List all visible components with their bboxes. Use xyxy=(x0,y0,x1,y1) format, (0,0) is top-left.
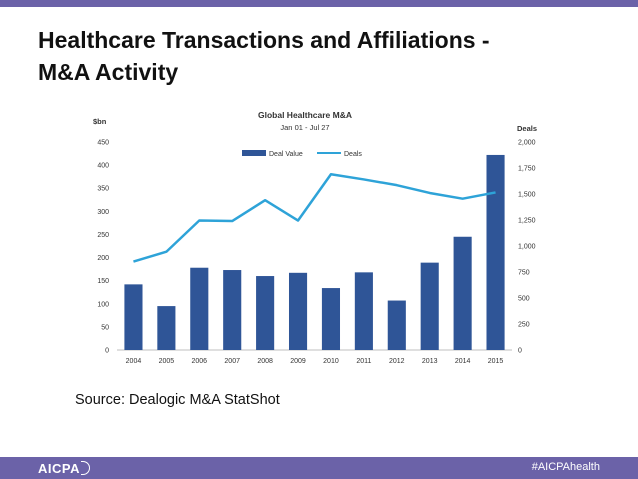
x-tick-label: 2010 xyxy=(323,358,339,365)
aicpa-logo: AICPA xyxy=(38,459,90,477)
bar-deal-value xyxy=(420,262,439,350)
line-deals xyxy=(133,172,496,263)
y-left-tick-label: 300 xyxy=(97,209,109,216)
aicpa-logo-arc-icon xyxy=(80,461,90,475)
y-right-tick-label: 1,750 xyxy=(518,166,536,173)
y-right-tick-label: 1,000 xyxy=(518,244,536,251)
y-left-tick-label: 150 xyxy=(97,278,109,285)
x-tick-label: 2012 xyxy=(389,358,405,365)
x-tick-label: 2009 xyxy=(290,358,306,365)
hashtag-label: #AICPAhealth xyxy=(531,461,600,473)
bottom-accent-bar xyxy=(0,457,638,479)
y-right-tick-label: 1,500 xyxy=(518,192,536,199)
bar-deal-value xyxy=(387,300,406,350)
y-right-tick-label: 2,000 xyxy=(518,140,536,147)
bar-deal-value xyxy=(157,306,176,350)
x-tick-label: 2005 xyxy=(159,358,175,365)
chart-container: Global Healthcare M&A Jan 01 - Jul 27 $b… xyxy=(75,108,555,373)
y-left-tick-label: 400 xyxy=(97,163,109,170)
x-tick-label: 2015 xyxy=(488,358,504,365)
top-accent-bar xyxy=(0,0,638,7)
source-note: Source: Dealogic M&A StatShot xyxy=(75,392,280,408)
chart-legend: Deal Value Deals xyxy=(242,150,362,158)
bar-deal-value xyxy=(354,272,373,350)
chart-deals-line xyxy=(133,172,496,263)
slide-title-line-2: M&A Activity xyxy=(38,59,179,85)
y-right-tick-label: 1,250 xyxy=(518,218,536,225)
y-right-tick-label: 0 xyxy=(518,348,522,355)
chart-bars xyxy=(124,154,505,350)
x-tick-label: 2014 xyxy=(455,358,471,365)
chart-axes: 0 50 100 150 200 250 300 350 400 450 0 250 500 750 1,0… xyxy=(97,140,535,366)
bar-deal-value xyxy=(486,154,505,350)
y-left-tick-label: 100 xyxy=(97,301,109,308)
healthcare-ma-chart: Global Healthcare M&A Jan 01 - Jul 27 $b… xyxy=(75,108,555,373)
legend-swatch-deal-value xyxy=(242,150,266,156)
chart-title: Global Healthcare M&A xyxy=(258,110,352,120)
y-right-tick-label: 750 xyxy=(518,270,530,277)
y-left-tick-label: 200 xyxy=(97,255,109,262)
x-tick-label: 2008 xyxy=(257,358,273,365)
x-tick-label: 2004 xyxy=(126,358,142,365)
y-axis-right-label: Deals xyxy=(517,124,537,133)
x-tick-label: 2013 xyxy=(422,358,438,365)
y-axis-left-label: $bn xyxy=(93,117,107,126)
y-left-tick-label: 450 xyxy=(97,140,109,147)
slide-title-line-1: Healthcare Transactions and Affiliations… xyxy=(38,27,490,53)
bar-deal-value xyxy=(223,270,242,350)
legend-label-deals: Deals xyxy=(344,151,362,158)
bar-deal-value xyxy=(288,272,308,350)
x-tick-label: 2006 xyxy=(192,358,208,365)
y-left-tick-label: 250 xyxy=(97,232,109,239)
bar-deal-value xyxy=(190,267,209,350)
y-right-tick-label: 500 xyxy=(518,296,530,303)
y-left-tick-label: 350 xyxy=(97,186,109,193)
y-left-tick-label: 50 xyxy=(101,324,109,331)
y-right-tick-label: 250 xyxy=(518,322,530,329)
x-tick-label: 2007 xyxy=(224,358,240,365)
bar-deal-value xyxy=(256,276,275,350)
x-tick-label: 2011 xyxy=(356,358,371,365)
bar-deal-value xyxy=(453,236,472,350)
chart-subtitle: Jan 01 - Jul 27 xyxy=(280,123,329,132)
aicpa-logo-text: AICPA xyxy=(38,460,80,476)
legend-label-deal-value: Deal Value xyxy=(269,151,303,158)
slide-title: Healthcare Transactions and Affiliations… xyxy=(38,24,598,88)
bar-deal-value xyxy=(321,288,341,350)
y-left-tick-label: 0 xyxy=(105,348,109,355)
bar-deal-value xyxy=(124,284,143,350)
chart-background xyxy=(75,108,555,373)
